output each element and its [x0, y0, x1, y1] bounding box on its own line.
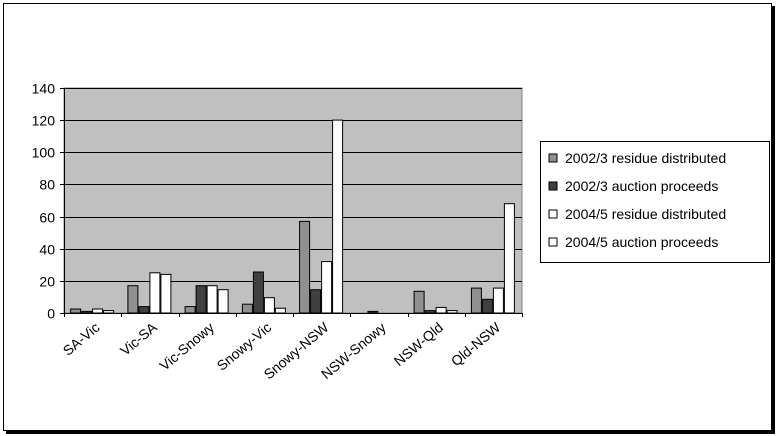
bar-Snowy-NSW-4: [332, 119, 344, 314]
bar-Snowy-NSW-1: [299, 220, 311, 314]
y-tick-label: 80: [39, 177, 55, 193]
legend: 2002/3 residue distributed 2002/3 auction…: [540, 141, 770, 263]
x-tick-label: NSW-Qld: [391, 319, 446, 369]
bar-Vic-SA-2: [138, 306, 150, 314]
y-tick-label: 20: [39, 274, 55, 290]
x-tick-label: SA-Vic: [60, 319, 103, 359]
chart-frame: 0 20 40 60 80 100 120 140 SA-Vic Vic-SA Vic-Snowy S…: [3, 3, 772, 431]
bar-Snowy-Vic-4: [274, 307, 286, 314]
bar-Snowy-NSW-3: [321, 261, 333, 314]
bar-SA-Vic-3: [92, 308, 104, 314]
bar-Vic-SA-3: [149, 272, 161, 314]
y-tick-label: 120: [32, 113, 56, 129]
x-tick-label: Vic-Snowy: [156, 319, 217, 374]
bar-Snowy-NSW-2: [310, 289, 322, 314]
y-tick-label: 40: [39, 242, 55, 258]
bar-Qld-NSW-2: [481, 298, 493, 314]
bar-Qld-NSW-3: [492, 287, 504, 314]
legend-swatch-1: [548, 153, 558, 163]
bar-Qld-NSW-4: [503, 203, 515, 314]
bar-NSW-Qld-2: [424, 310, 436, 314]
bar-NSW-Qld-4: [446, 310, 458, 314]
legend-label-1: 2002/3 residue distributed: [565, 150, 726, 166]
bar-Vic-Snowy-1: [184, 306, 196, 314]
bar-NSW-Qld-3: [435, 306, 447, 314]
bar-SA-Vic-1: [70, 308, 82, 314]
y-tick-label: 140: [32, 81, 56, 97]
bar-Qld-NSW-1: [470, 287, 482, 314]
bar-Snowy-Vic-2: [252, 271, 264, 314]
bar-Vic-Snowy-3: [206, 285, 218, 314]
bar-Vic-SA-4: [160, 273, 172, 314]
legend-swatch-3: [548, 209, 558, 219]
legend-swatch-4: [548, 237, 558, 247]
bar-Vic-SA-1: [127, 285, 139, 314]
bar-NSW-Snowy-2: [367, 310, 379, 314]
y-tick-label: 100: [32, 145, 56, 161]
y-tick-label: 0: [47, 306, 55, 322]
x-tick-label: Vic-SA: [117, 319, 160, 359]
plot-area: [63, 87, 523, 314]
bars: [70, 119, 515, 314]
bar-Vic-Snowy-4: [217, 289, 229, 314]
y-tick-label: 60: [39, 210, 55, 226]
bar-NSW-Qld-1: [413, 290, 425, 314]
legend-label-4: 2004/5 auction proceeds: [565, 234, 718, 250]
bar-Snowy-Vic-3: [263, 297, 275, 314]
bar-SA-Vic-4: [103, 310, 115, 314]
legend-label-2: 2002/3 auction proceeds: [565, 178, 718, 194]
bar-Snowy-Vic-1: [241, 303, 253, 314]
legend-swatch-2: [548, 181, 558, 191]
plot-background: [63, 87, 523, 314]
legend-box: [540, 141, 770, 263]
bar-SA-Vic-2: [81, 310, 93, 314]
x-tick-label: Qld-NSW: [448, 319, 504, 370]
bar-Vic-Snowy-2: [195, 285, 207, 314]
legend-label-3: 2004/5 residue distributed: [565, 206, 726, 222]
